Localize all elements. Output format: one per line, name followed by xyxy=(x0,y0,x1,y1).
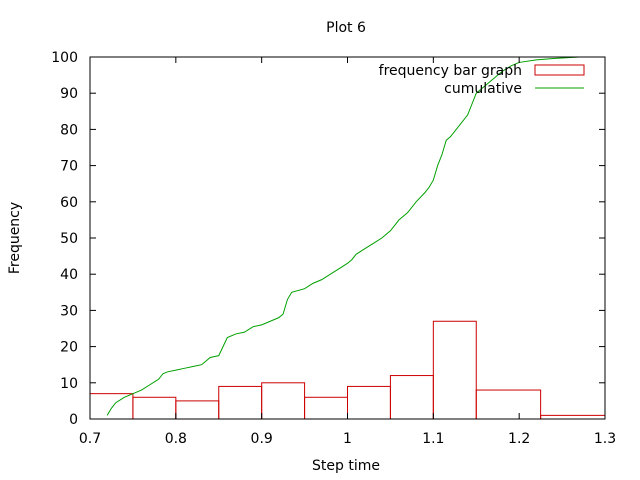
y-tick-label-5: 50 xyxy=(60,231,78,247)
legend-label-bar: frequency bar graph xyxy=(379,63,522,79)
x-tick-label-3: 1 xyxy=(343,431,352,447)
x-tick-label-4: 1.1 xyxy=(422,431,444,447)
line-series xyxy=(106,56,580,416)
x-tick-label-1: 0.8 xyxy=(165,431,187,447)
legend-swatch-bar xyxy=(534,64,585,76)
x-axis-label: Step time xyxy=(312,458,380,474)
bar-10 xyxy=(540,414,606,420)
bar-8 xyxy=(432,320,477,420)
y-tick-label-7: 70 xyxy=(60,159,78,175)
y-tick-label-10: 100 xyxy=(51,50,78,66)
cumulative-line xyxy=(106,56,580,416)
y-tick-label-9: 90 xyxy=(60,86,78,102)
bar-3 xyxy=(218,385,263,420)
tick-labels: 0.7 0.8 0.9 1 1.1 1.2 1.3 0 10 20 30 40 50 60 70 80 90 10… xyxy=(51,50,616,447)
y-tick-label-0: 0 xyxy=(69,412,78,428)
bar-series xyxy=(89,320,606,420)
x-tick-label-5: 1.2 xyxy=(508,431,530,447)
bar-4 xyxy=(261,382,306,420)
x-tick-label-2: 0.9 xyxy=(251,431,273,447)
y-tick-label-6: 60 xyxy=(60,195,78,211)
y-axis-label: Frequency xyxy=(7,202,23,274)
x-tick-label-0: 0.7 xyxy=(79,431,101,447)
chart-title: Plot 6 xyxy=(326,20,366,36)
bar-1 xyxy=(132,396,177,420)
x-tick-label-6: 1.3 xyxy=(594,431,616,447)
y-tick-label-2: 20 xyxy=(60,340,78,356)
y-tick-label-8: 80 xyxy=(60,122,78,138)
bar-5 xyxy=(304,396,349,420)
bar-0 xyxy=(89,393,134,420)
bar-7 xyxy=(389,375,434,420)
y-tick-label-3: 30 xyxy=(60,303,78,319)
axis-ticks xyxy=(89,56,606,420)
legend: frequency bar graph cumulative xyxy=(379,63,585,97)
bar-2 xyxy=(175,400,220,420)
bar-9 xyxy=(475,389,542,420)
bar-6 xyxy=(347,385,391,420)
y-tick-label-4: 40 xyxy=(60,267,78,283)
y-tick-label-1: 10 xyxy=(60,376,78,392)
plot-frame xyxy=(89,56,606,420)
legend-label-cumulative: cumulative xyxy=(444,81,522,97)
